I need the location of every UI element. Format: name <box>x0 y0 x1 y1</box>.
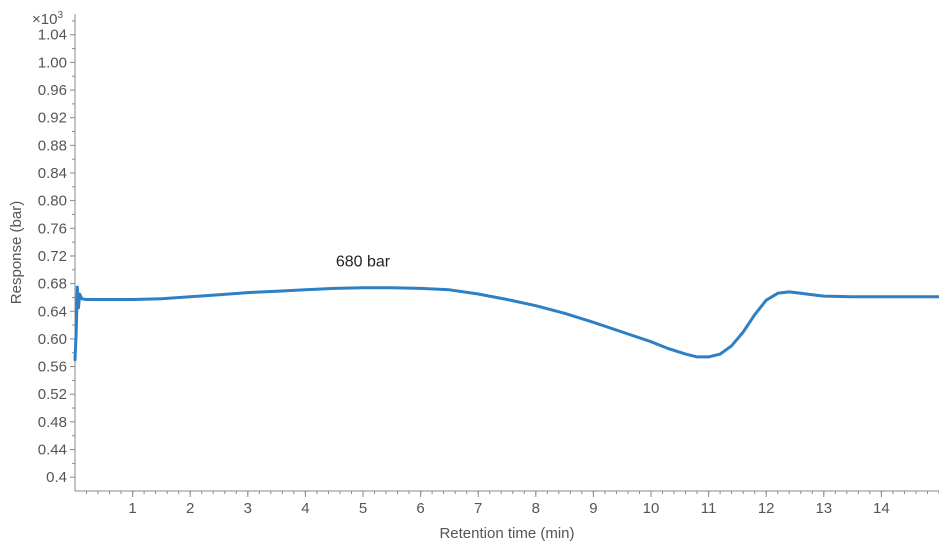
y-axis-multiplier: ×103 <box>32 10 63 28</box>
y-tick-label: 0.88 <box>38 137 67 154</box>
x-tick-label: 13 <box>815 500 832 517</box>
x-tick-label: 1 <box>128 500 136 517</box>
y-tick-label: 0.92 <box>38 110 67 127</box>
x-tick-label: 14 <box>873 500 890 517</box>
y-tick-label: 0.76 <box>38 220 67 237</box>
x-tick-label: 2 <box>186 500 194 517</box>
y-tick-label: 0.68 <box>38 276 67 293</box>
y-tick-label: 1.00 <box>38 54 67 71</box>
y-tick-label: 1.04 <box>38 27 67 44</box>
x-tick-label: 11 <box>701 500 717 517</box>
chart-annotation: 680 bar <box>336 253 391 270</box>
y-tick-label: 0.72 <box>38 248 67 265</box>
y-tick-label: 0.4 <box>46 469 67 486</box>
y-multiplier-base: ×10 <box>32 11 57 28</box>
y-axis-title: Response (bar) <box>8 201 25 304</box>
x-tick-label: 12 <box>758 500 775 517</box>
x-tick-label: 6 <box>416 500 424 517</box>
y-axis: 0.4 0.44 0.48 0.52 0.56 0.60 0.64 0.68 0.72 0.76 0… <box>38 14 76 491</box>
x-tick-label: 5 <box>359 500 367 517</box>
y-tick-label: 0.60 <box>38 331 67 348</box>
x-tick-label: 3 <box>244 500 252 517</box>
plot-area: 680 bar <box>73 253 939 362</box>
y-tick-label: 0.52 <box>38 386 67 403</box>
x-tick-label: 4 <box>301 500 309 517</box>
y-tick-label: 0.84 <box>38 165 67 182</box>
y-tick-label: 0.48 <box>38 414 67 431</box>
x-tick-label: 9 <box>589 500 597 517</box>
x-tick-label: 10 <box>643 500 660 517</box>
y-tick-label: 0.80 <box>38 193 67 210</box>
y-multiplier-exponent: 3 <box>57 10 63 21</box>
x-axis: 1 2 3 4 5 6 7 8 9 10 11 12 13 14 <box>75 490 939 517</box>
x-tick-label: 8 <box>532 500 540 517</box>
x-tick-label: 7 <box>474 500 482 517</box>
y-tick-label: 0.44 <box>38 442 67 459</box>
series-line <box>73 285 939 362</box>
y-tick-label: 0.96 <box>38 82 67 99</box>
y-tick-label: 0.64 <box>38 303 67 320</box>
y-tick-label: 0.56 <box>38 359 67 376</box>
x-axis-title: Retention time (min) <box>439 525 574 542</box>
